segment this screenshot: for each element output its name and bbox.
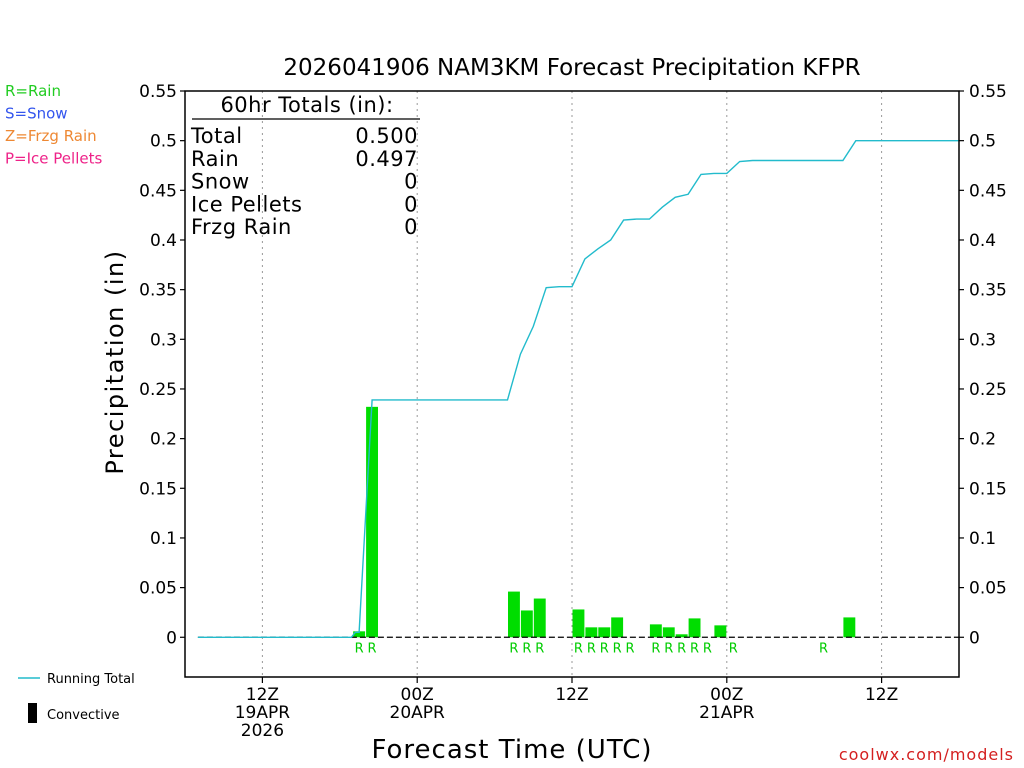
precip-bar xyxy=(508,591,520,638)
totals-row-value: 0.500 xyxy=(355,124,418,148)
x-tick-label: 12Z xyxy=(865,685,898,705)
precip-type-marker: R xyxy=(729,641,738,656)
y-tick-label-right: 0.35 xyxy=(969,281,1007,301)
precip-bar xyxy=(598,627,611,638)
chart-title: 2026041906 NAM3KM Forecast Precipitation… xyxy=(283,55,860,81)
precip-bar xyxy=(585,627,598,638)
y-tick-label-right: 0.5 xyxy=(969,132,996,152)
credit-url: coolwx.com/models xyxy=(839,745,1014,764)
grid-lines xyxy=(261,91,883,677)
precip-type-marker: R xyxy=(690,641,699,656)
x-tick-label: 19APR xyxy=(235,703,291,723)
precip-type-legend-item: R=Rain xyxy=(5,82,61,100)
y-tick-label-right: 0.1 xyxy=(969,529,996,549)
y-tick-label: 0.45 xyxy=(139,181,177,201)
y-tick-label-right: 0.4 xyxy=(969,231,996,251)
totals-row-value: 0 xyxy=(404,170,418,194)
y-tick-label: 0.55 xyxy=(139,82,177,102)
y-tick-label: 0 xyxy=(166,628,177,648)
precip-type-marker: R xyxy=(600,641,609,656)
precip-type-marker: R xyxy=(368,641,377,656)
precip-type-marker: R xyxy=(355,641,364,656)
y-tick-label: 0.35 xyxy=(139,281,177,301)
totals-header: 60hr Totals (in): xyxy=(220,93,393,117)
totals-row-label: Total xyxy=(190,124,243,148)
precip-bar xyxy=(611,617,624,638)
precip-type-marker: R xyxy=(677,641,686,656)
precip-bar xyxy=(675,634,688,638)
running-total-line xyxy=(197,139,959,638)
y-axis-right: 0 0.05 0.1 0.15 0.2 0.25 0.3 0.35 0.4 0.45 0.5 0.55 xyxy=(959,82,1007,648)
y-tick-label-right: 0.25 xyxy=(969,380,1007,400)
precip-type-marker: R xyxy=(613,641,622,656)
precip-bar xyxy=(662,627,675,638)
totals-row-label: Snow xyxy=(191,170,250,194)
precip-bar xyxy=(520,610,533,638)
precip-bar xyxy=(366,406,378,638)
y-tick-label-right: 0.05 xyxy=(969,579,1007,599)
x-tick-label: 00Z xyxy=(401,685,434,705)
totals-table: 60hr Totals (in): Total 0.500 Rain 0.497 Sno… xyxy=(190,93,420,239)
precip-type-legend: R=Rain S=Snow Z=Frzg Rain P=Ice Pellets xyxy=(5,82,102,168)
precip-type-marker: R xyxy=(819,641,828,656)
y-tick-label-right: 0.55 xyxy=(969,82,1007,102)
totals-row-label: Rain xyxy=(191,147,239,171)
y-tick-label: 0.5 xyxy=(150,132,177,152)
y-tick-label: 0.25 xyxy=(139,380,177,400)
x-tick-label: 20APR xyxy=(390,703,446,723)
precip-type-marker: R xyxy=(535,641,544,656)
precip-type-marker: R xyxy=(651,641,660,656)
precip-type-marker: R xyxy=(522,641,531,656)
precip-type-marker: R xyxy=(626,641,635,656)
y-axis-label: Precipitation (in) xyxy=(101,249,129,474)
x-tick-label: 12Z xyxy=(555,685,588,705)
precip-type-marker: R xyxy=(703,641,712,656)
convective-legend-label: Convective xyxy=(47,708,120,723)
precip-bar xyxy=(353,631,366,638)
precip-bar xyxy=(572,609,585,638)
precip-type-marker: R xyxy=(587,641,596,656)
totals-row-label: Ice Pellets xyxy=(191,192,302,216)
y-tick-label: 0.2 xyxy=(150,430,177,450)
y-tick-label-right: 0.2 xyxy=(969,430,996,450)
precip-type-legend-item: P=Ice Pellets xyxy=(5,150,102,168)
precip-bar xyxy=(649,624,662,638)
y-tick-label: 0.3 xyxy=(150,330,177,350)
precip-type-legend-item: S=Snow xyxy=(5,105,68,123)
running-total-legend-label: Running Total xyxy=(47,672,135,687)
convective-swatch xyxy=(28,703,37,723)
precip-bar xyxy=(714,625,727,638)
x-tick-label: 00Z xyxy=(710,685,743,705)
bottom-legend: Running Total Convective xyxy=(18,672,135,723)
y-tick-label: 0.05 xyxy=(139,579,177,599)
precip-bar xyxy=(688,618,701,638)
x-tick-label: 2026 xyxy=(241,721,284,741)
precip-type-marker: R xyxy=(574,641,583,656)
precip-type-marker: R xyxy=(509,641,518,656)
x-axis-label: Forecast Time (UTC) xyxy=(371,735,652,765)
totals-row-value: 0.497 xyxy=(355,147,418,171)
totals-row-value: 0 xyxy=(404,192,418,216)
y-tick-label: 0.15 xyxy=(139,479,177,499)
precip-type-legend-item: Z=Frzg Rain xyxy=(5,127,97,145)
totals-row-label: Frzg Rain xyxy=(191,215,292,239)
x-tick-label: 12Z xyxy=(246,685,279,705)
y-axis-left: 0 0.05 0.1 0.15 0.2 0.25 0.3 0.35 0.4 0.45 0.5 0.55 xyxy=(139,82,185,648)
y-tick-label-right: 0.45 xyxy=(969,181,1007,201)
y-tick-label-right: 0.15 xyxy=(969,479,1007,499)
x-tick-label: 21APR xyxy=(699,703,755,723)
bar-series xyxy=(353,406,856,638)
precip-bar xyxy=(533,598,546,638)
y-tick-label: 0.1 xyxy=(150,529,177,549)
y-tick-label: 0.4 xyxy=(150,231,177,251)
y-tick-label-right: 0 xyxy=(969,628,980,648)
totals-row-value: 0 xyxy=(404,215,418,239)
y-tick-label-right: 0.3 xyxy=(969,330,996,350)
precip-type-marker: R xyxy=(664,641,673,656)
precip-bar xyxy=(843,617,856,638)
